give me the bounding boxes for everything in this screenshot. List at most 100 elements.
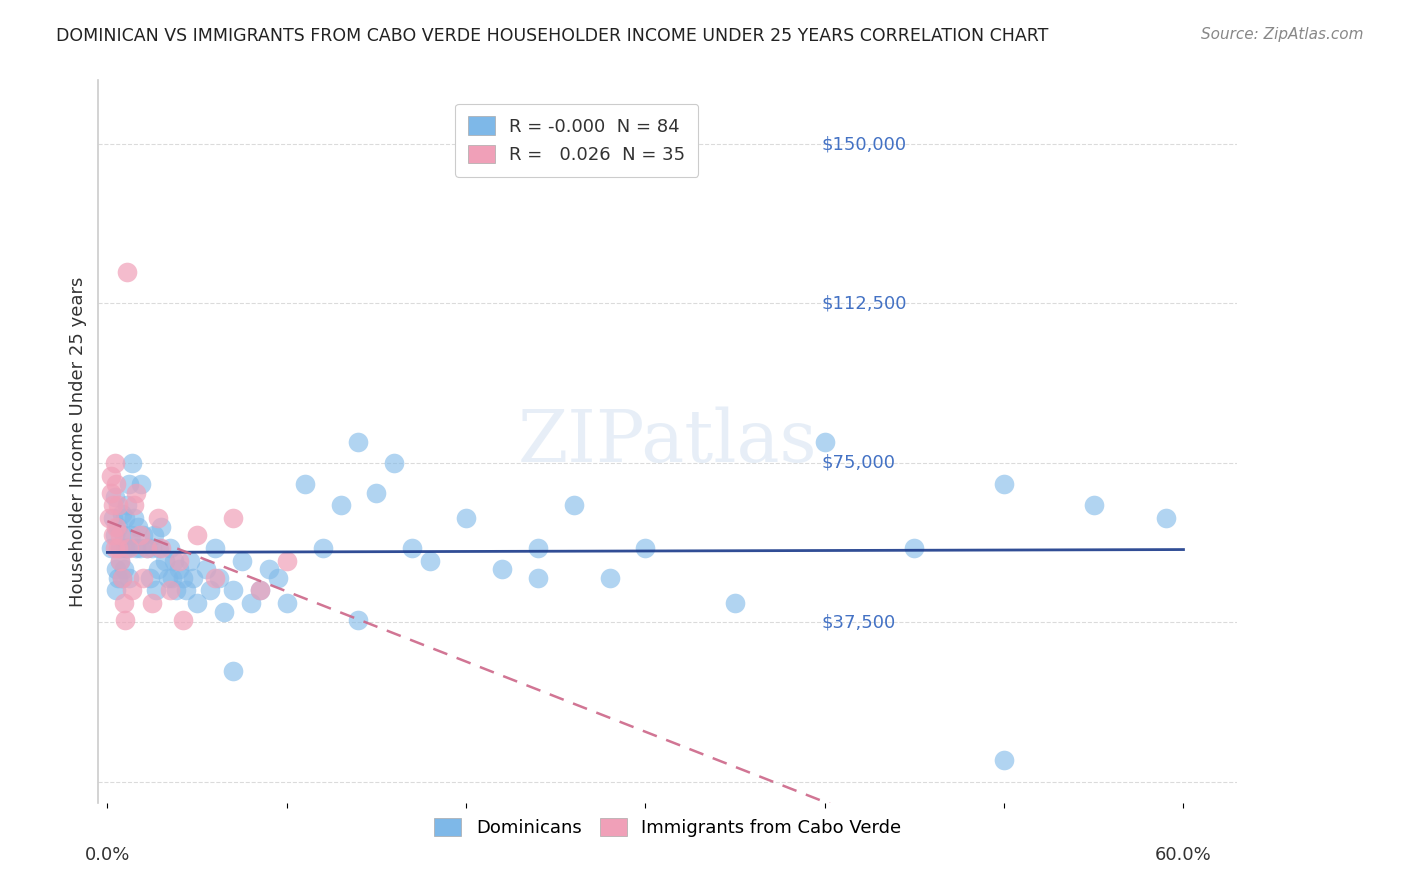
Immigrants from Cabo Verde bbox=[167, 553, 190, 567]
Dominicans bbox=[111, 507, 134, 521]
Dominicans bbox=[249, 583, 271, 598]
Dominicans bbox=[634, 541, 657, 555]
Immigrants from Cabo Verde bbox=[107, 541, 129, 555]
Dominicans bbox=[903, 541, 925, 555]
Dominicans bbox=[491, 562, 513, 576]
Text: 0.0%: 0.0% bbox=[84, 847, 131, 864]
Text: ZIPatlas: ZIPatlas bbox=[517, 406, 818, 477]
Dominicans bbox=[105, 562, 128, 576]
Dominicans bbox=[139, 570, 162, 584]
Dominicans bbox=[108, 553, 131, 567]
Dominicans bbox=[222, 583, 245, 598]
Dominicans bbox=[125, 541, 148, 555]
Dominicans bbox=[114, 511, 136, 525]
Dominicans bbox=[454, 511, 477, 525]
Dominicans bbox=[231, 553, 253, 567]
Immigrants from Cabo Verde bbox=[101, 498, 124, 512]
Dominicans bbox=[120, 528, 142, 542]
Immigrants from Cabo Verde bbox=[150, 541, 173, 555]
Dominicans bbox=[993, 477, 1015, 491]
Dominicans bbox=[366, 485, 388, 500]
Dominicans bbox=[176, 583, 198, 598]
Dominicans bbox=[198, 583, 221, 598]
Immigrants from Cabo Verde bbox=[103, 456, 125, 470]
Immigrants from Cabo Verde bbox=[141, 596, 163, 610]
Dominicans bbox=[267, 570, 290, 584]
Dominicans bbox=[141, 541, 163, 555]
Dominicans bbox=[993, 753, 1015, 767]
Dominicans bbox=[115, 541, 138, 555]
Immigrants from Cabo Verde bbox=[98, 511, 121, 525]
Immigrants from Cabo Verde bbox=[100, 485, 122, 500]
Dominicans bbox=[112, 562, 135, 576]
Immigrants from Cabo Verde bbox=[249, 583, 271, 598]
Dominicans bbox=[183, 570, 205, 584]
Immigrants from Cabo Verde bbox=[100, 468, 122, 483]
Immigrants from Cabo Verde bbox=[115, 264, 138, 278]
Immigrants from Cabo Verde bbox=[105, 519, 128, 533]
Text: Source: ZipAtlas.com: Source: ZipAtlas.com bbox=[1201, 27, 1364, 42]
Immigrants from Cabo Verde bbox=[186, 528, 208, 542]
Immigrants from Cabo Verde bbox=[146, 511, 169, 525]
Dominicans bbox=[124, 511, 146, 525]
Immigrants from Cabo Verde bbox=[121, 583, 143, 598]
Text: $150,000: $150,000 bbox=[821, 135, 907, 153]
Dominicans bbox=[132, 528, 155, 542]
Dominicans bbox=[167, 562, 190, 576]
Dominicans bbox=[1083, 498, 1105, 512]
Immigrants from Cabo Verde bbox=[135, 541, 157, 555]
Dominicans bbox=[186, 596, 208, 610]
Dominicans bbox=[107, 570, 129, 584]
Dominicans bbox=[160, 570, 183, 584]
Dominicans bbox=[527, 541, 550, 555]
Dominicans bbox=[148, 541, 170, 555]
Dominicans bbox=[165, 583, 187, 598]
Dominicans bbox=[222, 664, 245, 678]
Text: $112,500: $112,500 bbox=[821, 294, 907, 312]
Dominicans bbox=[294, 477, 316, 491]
Dominicans bbox=[419, 553, 441, 567]
Immigrants from Cabo Verde bbox=[108, 528, 131, 542]
Dominicans bbox=[143, 528, 166, 542]
Dominicans bbox=[111, 570, 134, 584]
Dominicans bbox=[105, 583, 128, 598]
Dominicans bbox=[347, 613, 370, 627]
Dominicans bbox=[814, 434, 837, 449]
Immigrants from Cabo Verde bbox=[132, 570, 155, 584]
Dominicans bbox=[159, 541, 181, 555]
Dominicans bbox=[401, 541, 423, 555]
Dominicans bbox=[118, 570, 141, 584]
Immigrants from Cabo Verde bbox=[172, 613, 194, 627]
Immigrants from Cabo Verde bbox=[204, 570, 226, 584]
Immigrants from Cabo Verde bbox=[105, 477, 128, 491]
Dominicans bbox=[101, 511, 124, 525]
Dominicans bbox=[527, 570, 550, 584]
Dominicans bbox=[1154, 511, 1177, 525]
Dominicans bbox=[107, 519, 129, 533]
Dominicans bbox=[115, 498, 138, 512]
Immigrants from Cabo Verde bbox=[118, 541, 141, 555]
Immigrants from Cabo Verde bbox=[112, 596, 135, 610]
Immigrants from Cabo Verde bbox=[111, 570, 134, 584]
Dominicans bbox=[724, 596, 747, 610]
Dominicans bbox=[146, 562, 169, 576]
Immigrants from Cabo Verde bbox=[108, 553, 131, 567]
Dominicans bbox=[112, 528, 135, 542]
Dominicans bbox=[128, 541, 150, 555]
Dominicans bbox=[131, 477, 153, 491]
Immigrants from Cabo Verde bbox=[101, 528, 124, 542]
Immigrants from Cabo Verde bbox=[107, 498, 129, 512]
Immigrants from Cabo Verde bbox=[276, 553, 298, 567]
Text: $75,000: $75,000 bbox=[821, 454, 896, 472]
Dominicans bbox=[599, 570, 621, 584]
Dominicans bbox=[179, 553, 201, 567]
Dominicans bbox=[195, 562, 218, 576]
Dominicans bbox=[276, 596, 298, 610]
Dominicans bbox=[347, 434, 370, 449]
Dominicans bbox=[212, 605, 235, 619]
Legend: Dominicans, Immigrants from Cabo Verde: Dominicans, Immigrants from Cabo Verde bbox=[427, 811, 908, 845]
Dominicans bbox=[239, 596, 262, 610]
Dominicans bbox=[257, 562, 280, 576]
Dominicans bbox=[118, 477, 141, 491]
Dominicans bbox=[114, 541, 136, 555]
